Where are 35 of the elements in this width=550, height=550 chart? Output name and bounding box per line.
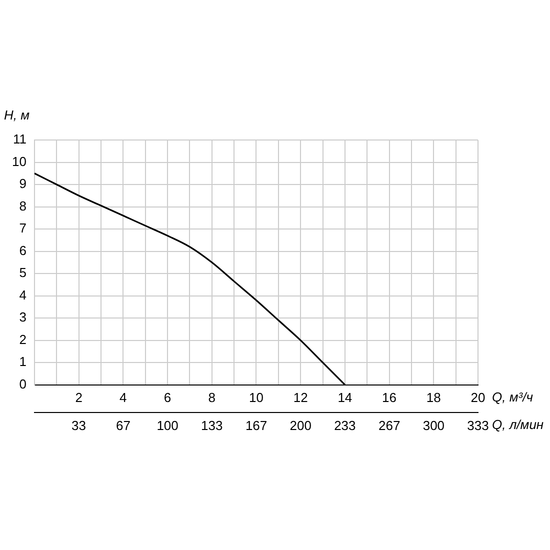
y-tick-label: 3 xyxy=(19,310,26,325)
x-tick-label: 10 xyxy=(248,390,264,406)
x2-tick-label: 267 xyxy=(378,418,400,433)
x-axis-title: Q, м³/ч xyxy=(492,389,534,404)
y-tick-label: 11 xyxy=(12,132,26,147)
x-tick-label: 18 xyxy=(426,390,441,406)
y-tick-label: 8 xyxy=(19,198,26,214)
x-tick-label: 14 xyxy=(338,390,352,406)
x-tick-label: 16 xyxy=(382,390,397,406)
y-tick-label: 7 xyxy=(19,220,26,236)
x-tick-label: 12 xyxy=(293,390,308,406)
x2-tick-label: 67 xyxy=(116,418,130,433)
x2-tick-label: 200 xyxy=(290,418,312,433)
x2-tick-label: 333 xyxy=(467,418,489,433)
y-tick-label: 2 xyxy=(19,332,26,347)
x2-tick-label: 133 xyxy=(201,418,223,433)
x2-tick-label: 167 xyxy=(245,418,268,433)
x-tick-label: 6 xyxy=(164,390,172,406)
y-tick-label: 4 xyxy=(19,287,26,302)
x-tick-label: 2 xyxy=(75,390,82,406)
x-tick-label: 20 xyxy=(470,390,486,406)
y-tick-label: 5 xyxy=(19,265,26,280)
x2-tick-label: 300 xyxy=(422,418,445,433)
y-tick-label: 1 xyxy=(19,354,26,370)
x2-tick-label: 100 xyxy=(156,418,178,433)
y-tick-label: 6 xyxy=(19,242,26,258)
x2-tick-label: 33 xyxy=(72,418,86,433)
y-tick-label: 9 xyxy=(19,176,26,192)
x2-tick-label: 233 xyxy=(334,418,356,433)
y-tick-label: 10 xyxy=(12,154,26,169)
y-tick-label: 0 xyxy=(19,376,26,392)
x-tick-label: 4 xyxy=(120,390,127,406)
x-tick-label: 8 xyxy=(208,390,216,406)
x2-axis-title: Q, л/мин xyxy=(492,417,544,432)
y-axis-title: H, м xyxy=(4,108,30,123)
